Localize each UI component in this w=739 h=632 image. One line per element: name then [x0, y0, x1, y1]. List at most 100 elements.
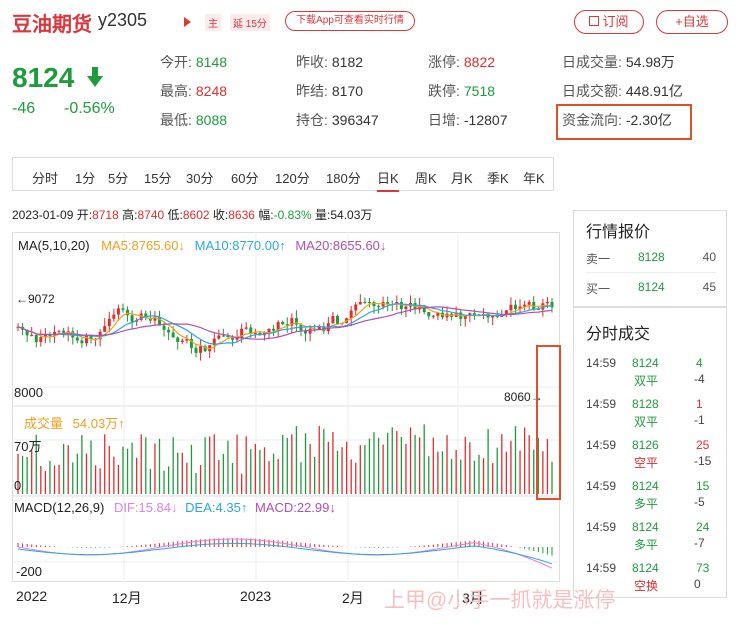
tab-4[interactable]: 30分: [186, 171, 214, 186]
orderbook-price: 8124: [638, 280, 665, 294]
trades-panel: [573, 306, 727, 598]
trade-time: 14:59: [586, 479, 617, 493]
tab-9[interactable]: 周K: [415, 171, 437, 186]
orderbook-qty: 40: [702, 250, 716, 264]
trade-time: 14:59: [586, 561, 617, 575]
quote-label: 跌停:: [428, 83, 460, 99]
tab-2[interactable]: 5分: [108, 171, 129, 186]
candle-body: [144, 313, 148, 318]
trade-qty: 1: [696, 397, 703, 411]
candle-body: [276, 322, 280, 331]
subscribe-icon: [589, 16, 600, 26]
candle-body: [231, 336, 235, 340]
trade-diff: -1: [694, 413, 705, 427]
candle-body: [518, 306, 522, 309]
trade-type: 双平: [634, 374, 659, 388]
candle-body: [57, 330, 61, 332]
candle-body: [463, 316, 467, 319]
delay-badge: 延 15分: [230, 14, 270, 31]
candle-body: [281, 322, 285, 325]
kline-chart[interactable]: [12, 232, 560, 582]
ohlc-amp-label: 幅:: [258, 208, 274, 222]
instrument-code: y2305: [98, 10, 148, 30]
tab-0[interactable]: 分时: [32, 171, 59, 186]
macd-tick-label: -200: [16, 564, 43, 579]
tab-5[interactable]: 60分: [231, 171, 259, 186]
candle-body: [62, 330, 66, 334]
quote-value: 8088: [195, 112, 228, 128]
volume-legend-label: 成交量: [24, 416, 64, 431]
ohlc-date: 2023-01-09: [12, 208, 74, 222]
orderbook-price: 8128: [638, 250, 665, 264]
candle-body: [249, 327, 253, 334]
low-mark-label: 8060→: [504, 390, 543, 404]
candle-body: [199, 346, 203, 353]
tab-12[interactable]: 年K: [523, 171, 545, 186]
quote-value: 8822: [463, 54, 496, 70]
tab-8[interactable]: 日K: [377, 168, 399, 192]
quote-label: 日成交额:: [562, 83, 622, 99]
last-price: 8124: [12, 62, 75, 93]
candle-body: [75, 337, 79, 341]
candle-body: [372, 302, 376, 307]
trade-time: 14:59: [586, 520, 617, 534]
tab-6[interactable]: 120分: [275, 171, 310, 186]
candle-body: [226, 336, 230, 338]
macd-legend: MACD(12,26,9) DIF:15.84↓ DEA:4.35↑ MACD:…: [14, 500, 336, 515]
trade-qty: 25: [696, 438, 710, 452]
candle-body: [290, 318, 294, 326]
candle-body: [240, 328, 244, 338]
trade-qty: 4: [696, 356, 703, 370]
candle-body: [53, 331, 57, 336]
add-watchlist-button[interactable]: +自选: [656, 10, 728, 34]
volume-arrow-icon: ↑: [118, 416, 125, 431]
tab-1[interactable]: 1分: [75, 171, 96, 186]
macd-arrow-icon: ↓: [329, 500, 336, 515]
tab-3[interactable]: 15分: [144, 171, 172, 186]
volume-legend: 成交量 54.03万↑: [24, 413, 125, 432]
candle-body: [427, 312, 431, 317]
macd-value: MACD:22.99: [254, 500, 330, 515]
volume-tick-zero: 0: [14, 478, 22, 493]
candle-body: [367, 302, 371, 303]
x-axis-label: 2022: [16, 588, 48, 604]
recent-bars-highlight: [536, 345, 561, 500]
ohlc-amp: -0.83%: [273, 208, 312, 222]
quote-cell: 今开: 8148: [160, 52, 227, 72]
candle-body: [545, 302, 549, 304]
tab-10[interactable]: 月K: [451, 171, 473, 186]
tab-7[interactable]: 180分: [326, 171, 361, 186]
candle-body: [25, 329, 29, 336]
app-download-banner[interactable]: 下载App可查看实时行情: [285, 11, 415, 31]
subscribe-label: 订阅: [602, 14, 629, 29]
price-change-pct: -0.56%: [64, 100, 115, 117]
candle-body: [468, 313, 472, 317]
trade-type: 多平: [634, 538, 659, 552]
dif-line: [17, 538, 553, 569]
candle-body: [491, 315, 495, 318]
kline-chart-svg: [12, 232, 560, 582]
dea-arrow-icon: ↑: [240, 500, 248, 515]
orderbook-label: 买一: [586, 282, 611, 296]
play-icon[interactable]: [184, 17, 191, 27]
subscribe-button[interactable]: 订阅: [574, 10, 644, 34]
candle-body: [126, 309, 130, 316]
macd-legend-title: MACD(12,26,9): [14, 500, 105, 515]
high-mark-label: ←9072: [16, 292, 55, 306]
candle-body: [509, 304, 513, 311]
candle-body: [185, 339, 189, 341]
candle-body: [363, 302, 367, 303]
volume-legend-value: 54.03万: [72, 416, 119, 431]
ohlc-low: 8602: [182, 208, 210, 222]
candle-body: [294, 318, 298, 325]
trade-qty: 24: [696, 520, 710, 534]
candle-body: [253, 332, 257, 334]
candle-body: [194, 347, 198, 353]
quote-cell: 日成交额: 448.91亿: [562, 81, 683, 101]
ma5-line: [17, 302, 553, 350]
ohlc-open-label: 开:: [76, 208, 93, 222]
quote-cell: 最高: 8248: [160, 81, 227, 101]
trade-type: 空平: [634, 456, 659, 470]
ma20-value: MA20:8655.60: [295, 238, 380, 253]
tab-11[interactable]: 季K: [487, 171, 509, 186]
